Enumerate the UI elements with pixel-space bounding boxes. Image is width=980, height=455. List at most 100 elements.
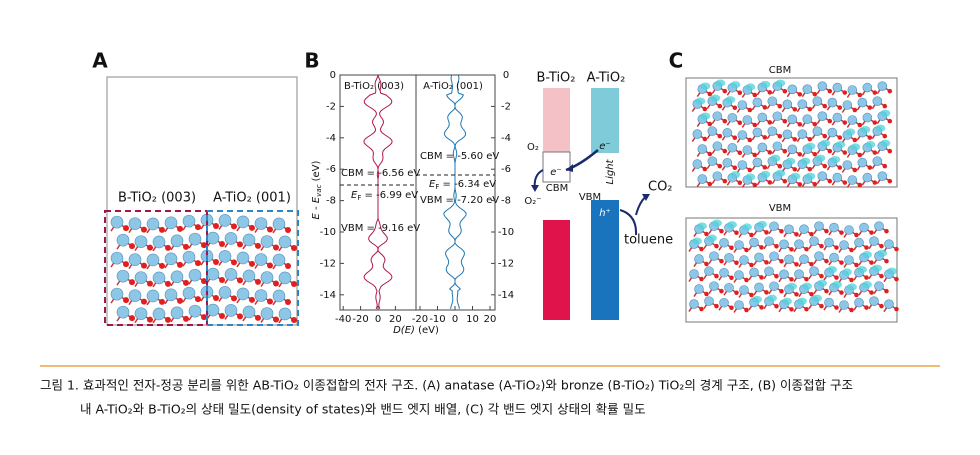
level-label: CBM = -6.56 eV xyxy=(341,168,420,179)
o-atom xyxy=(882,163,888,169)
o-atom xyxy=(732,135,738,140)
ti-atom xyxy=(854,297,864,308)
o-atom xyxy=(782,179,788,184)
ti-atom xyxy=(862,82,873,93)
ti-atom xyxy=(242,269,256,283)
ti-atom xyxy=(709,251,719,261)
x-tick-label: 0 xyxy=(375,314,381,325)
y-tick-label: -4 xyxy=(501,133,511,144)
y-tick-label: -6 xyxy=(326,164,336,175)
ti-atom xyxy=(707,156,718,166)
density-lobe xyxy=(742,223,752,231)
ti-atom xyxy=(844,225,854,235)
density-lobe xyxy=(835,140,846,149)
density-lobe xyxy=(790,172,801,180)
x-tick-label: 20 xyxy=(389,314,402,325)
density-lobe xyxy=(832,280,842,289)
o-atom xyxy=(774,274,779,279)
o-atom xyxy=(777,104,783,109)
ti-atom xyxy=(827,127,838,138)
ti-atom xyxy=(146,253,160,267)
o-atom xyxy=(887,118,893,124)
ti-atom xyxy=(832,112,843,123)
o-atom xyxy=(834,305,839,310)
dos-frame xyxy=(339,74,496,311)
o-atom xyxy=(237,241,243,248)
vbm-box xyxy=(685,217,898,323)
o-atom xyxy=(123,225,129,232)
y-tick-label: -2 xyxy=(501,101,511,112)
o-atom xyxy=(797,92,803,97)
o-atom xyxy=(849,277,854,283)
o-atom xyxy=(722,118,728,124)
level-sub: F xyxy=(435,183,439,191)
o-atom xyxy=(219,241,225,248)
ti-atom xyxy=(170,306,184,320)
y-tick-label: -14 xyxy=(498,290,514,301)
x-axis-label: D(E) (eV) xyxy=(393,325,439,336)
ti-atom xyxy=(272,253,286,267)
density-lobe xyxy=(752,295,762,304)
ti-atom xyxy=(689,269,699,279)
o-atom xyxy=(213,295,219,302)
ti-atom xyxy=(869,236,879,246)
o-atom xyxy=(854,232,859,238)
density-lobe xyxy=(860,125,871,134)
ti-atom xyxy=(260,271,274,284)
vb-a xyxy=(591,200,619,320)
o-atom xyxy=(809,291,814,297)
o-atom xyxy=(822,133,828,139)
ti-atom xyxy=(134,271,148,284)
ti-atom xyxy=(278,307,292,321)
density-lobe xyxy=(760,170,771,179)
ti-atom xyxy=(260,307,274,320)
ti-atom xyxy=(278,271,292,285)
ti-atom xyxy=(152,307,166,321)
o-atom xyxy=(854,292,859,298)
o-atom xyxy=(752,92,758,98)
panel-label: C xyxy=(669,49,684,73)
o-atom xyxy=(864,305,869,310)
ti-atom xyxy=(752,97,763,108)
o-atom xyxy=(159,262,165,269)
ti-atom xyxy=(116,233,130,247)
band-edge-label: CBM xyxy=(546,183,568,194)
ti-atom xyxy=(779,269,789,280)
ti-atom xyxy=(712,171,723,181)
o-atom xyxy=(732,165,738,170)
ti-atom xyxy=(224,268,238,281)
y-tick-label: -8 xyxy=(501,196,511,207)
ti-atom xyxy=(809,236,819,246)
o-atom xyxy=(884,288,889,294)
o-atom xyxy=(779,229,784,234)
o-atom xyxy=(822,163,828,169)
o-atom xyxy=(779,289,784,294)
ti-atom xyxy=(709,281,719,291)
o-atom xyxy=(165,316,171,323)
ti-atom xyxy=(827,97,838,108)
o-atom xyxy=(794,262,799,267)
o-atom xyxy=(789,277,794,282)
o-atom xyxy=(879,243,884,249)
o-atom xyxy=(827,88,833,94)
ti-atom xyxy=(704,296,714,306)
o-atom xyxy=(839,230,844,235)
o-atom xyxy=(809,261,814,267)
ti-atom xyxy=(218,286,232,299)
o-atom xyxy=(794,232,799,237)
o-atom xyxy=(714,273,719,279)
o-atom xyxy=(852,167,858,173)
o-atom xyxy=(872,150,878,155)
density-lobe xyxy=(845,128,856,136)
density-lobe xyxy=(805,142,816,150)
o-atom xyxy=(722,148,728,154)
species-label: O₂ xyxy=(527,142,539,153)
o-atom xyxy=(807,136,813,142)
arrowhead xyxy=(566,164,573,172)
y-tick-label: 0 xyxy=(503,70,509,81)
ti-atom xyxy=(170,270,184,284)
o-atom xyxy=(759,305,764,310)
o-atom xyxy=(819,303,824,309)
o-atom xyxy=(129,315,135,322)
ti-atom xyxy=(116,269,130,283)
